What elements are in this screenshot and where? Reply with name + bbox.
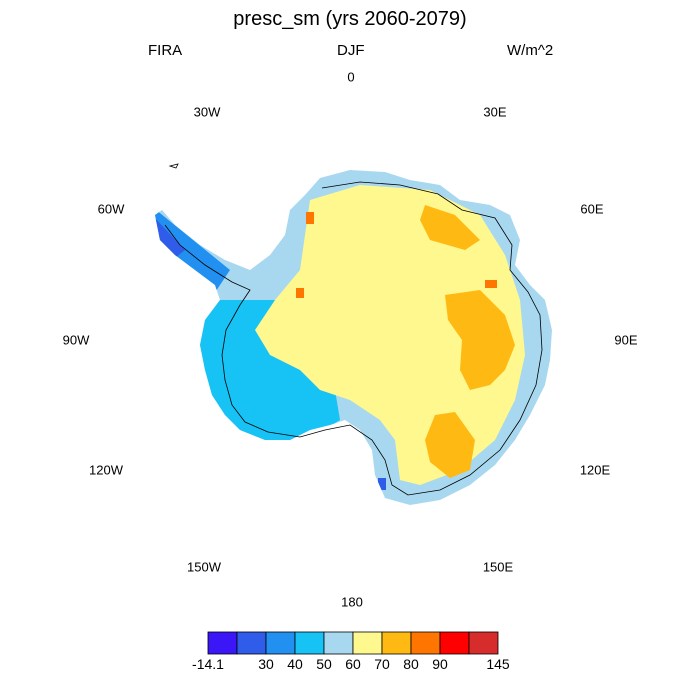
colorbar-label: 80 (403, 656, 419, 672)
lon-label-90w: 90W (62, 332, 90, 348)
right-label: W/m^2 (507, 42, 554, 59)
lon-label-180: 180 (341, 594, 363, 610)
lon-label-120w: 120W (89, 462, 123, 478)
lon-label-120e: 120E (579, 462, 611, 478)
colorbar-label: 50 (316, 656, 332, 672)
lon-label-0: 0 (347, 69, 355, 85)
lon-label-60w: 60W (97, 201, 125, 217)
colorbar-label: -14.1 (192, 656, 224, 672)
left-label: FIRA (148, 42, 183, 59)
lon-label-150e: 150E (482, 559, 514, 575)
center-label: DJF (337, 42, 365, 59)
colorbar-label: 30 (258, 656, 274, 672)
colorbar-label: 145 (486, 656, 510, 672)
coastline-island (168, 163, 179, 169)
colorbar-label: 90 (432, 656, 448, 672)
colorbar-label: 60 (345, 656, 361, 672)
map-title: presc_sm (yrs 2060-2079) (233, 8, 467, 30)
lon-label-30e: 30E (483, 104, 507, 120)
lon-label-90e: 90E (614, 332, 638, 348)
lon-label-150w: 150W (187, 559, 221, 575)
colorbar-label: 40 (287, 656, 303, 672)
lon-label-30w: 30W (193, 104, 221, 120)
colorbar-label: 70 (374, 656, 390, 672)
lon-label-60e: 60E (580, 201, 604, 217)
coastline (164, 181, 543, 496)
